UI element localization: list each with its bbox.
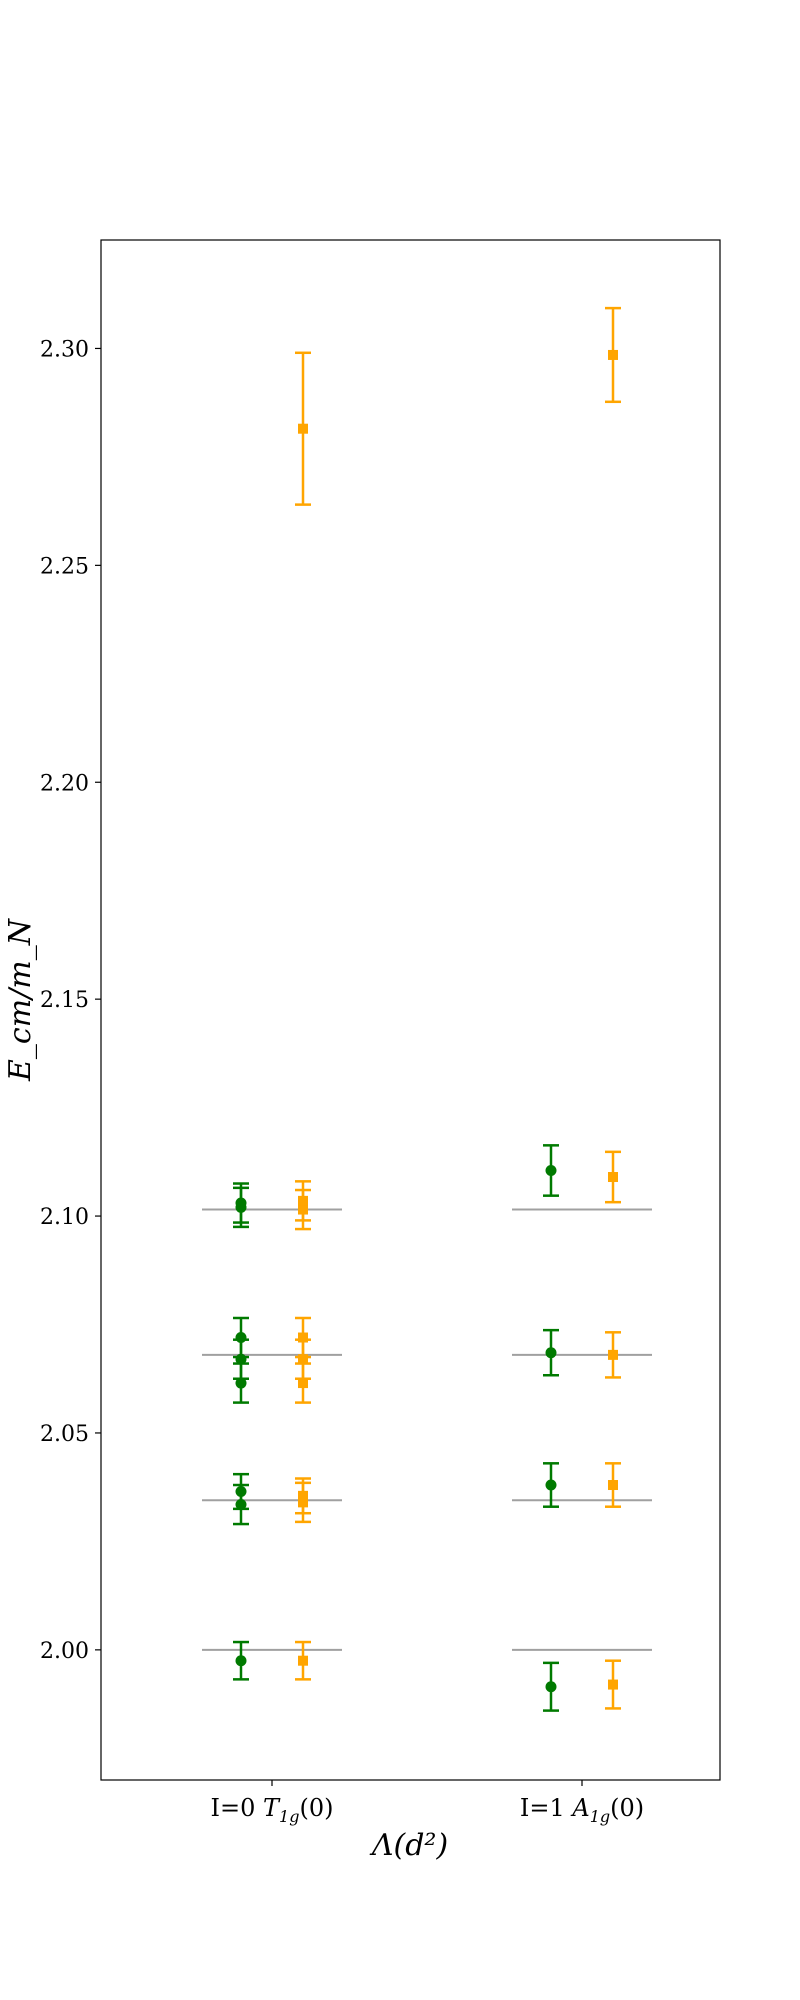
x-axis: I=0 T1g(0) I=1 A1g(0) (211, 1780, 644, 1826)
data-point-square (298, 1354, 308, 1365)
data-point-circle (545, 1479, 557, 1491)
data-point-circle (235, 1377, 247, 1389)
y-axis-label: E_cm/m_N (3, 917, 38, 1082)
data-point-circle (235, 1353, 247, 1365)
data-point-circle (235, 1332, 247, 1344)
data-point-square (298, 1497, 308, 1508)
data-point-square (608, 349, 618, 360)
data-point-circle (235, 1486, 247, 1498)
y-tick-label: 2.15 (40, 988, 89, 1013)
x-axis-label: Λ(d²) (369, 1828, 448, 1863)
data-point-square (298, 1490, 308, 1501)
data-point-circle (235, 1655, 247, 1667)
data-point-square (608, 1172, 618, 1183)
data-point-square (298, 1332, 308, 1343)
x-tick-label: I=1 A1g(0) (520, 1794, 644, 1826)
y-tick-label: 2.25 (40, 554, 89, 579)
data-point-square (298, 1204, 308, 1215)
data-point-circle (545, 1681, 557, 1693)
data-point-square (298, 1378, 308, 1389)
data-point-square (608, 1679, 618, 1690)
data-markers (235, 349, 618, 1693)
data-point-square (608, 1349, 618, 1360)
y-tick-label: 2.10 (40, 1205, 89, 1230)
y-tick-label: 2.20 (40, 771, 89, 796)
y-tick-label: 2.30 (40, 337, 89, 362)
y-tick-label: 2.00 (40, 1639, 89, 1664)
data-point-square (298, 423, 308, 434)
y-axis: 2.00 2.05 2.10 2.15 2.20 2.25 2.30 (40, 337, 101, 1664)
data-point-circle (235, 1499, 247, 1511)
data-point-circle (235, 1197, 247, 1209)
plot-area (101, 240, 720, 1780)
data-point-circle (545, 1165, 557, 1177)
data-point-square (298, 1655, 308, 1666)
plot-frame (100, 239, 721, 1781)
data-point-square (298, 1195, 308, 1206)
y-tick-label: 2.05 (40, 1422, 89, 1447)
reference-lines (202, 1208, 652, 1651)
x-tick-label: I=0 T1g(0) (211, 1794, 334, 1826)
data-point-square (608, 1480, 618, 1491)
data-point-circle (545, 1347, 557, 1359)
